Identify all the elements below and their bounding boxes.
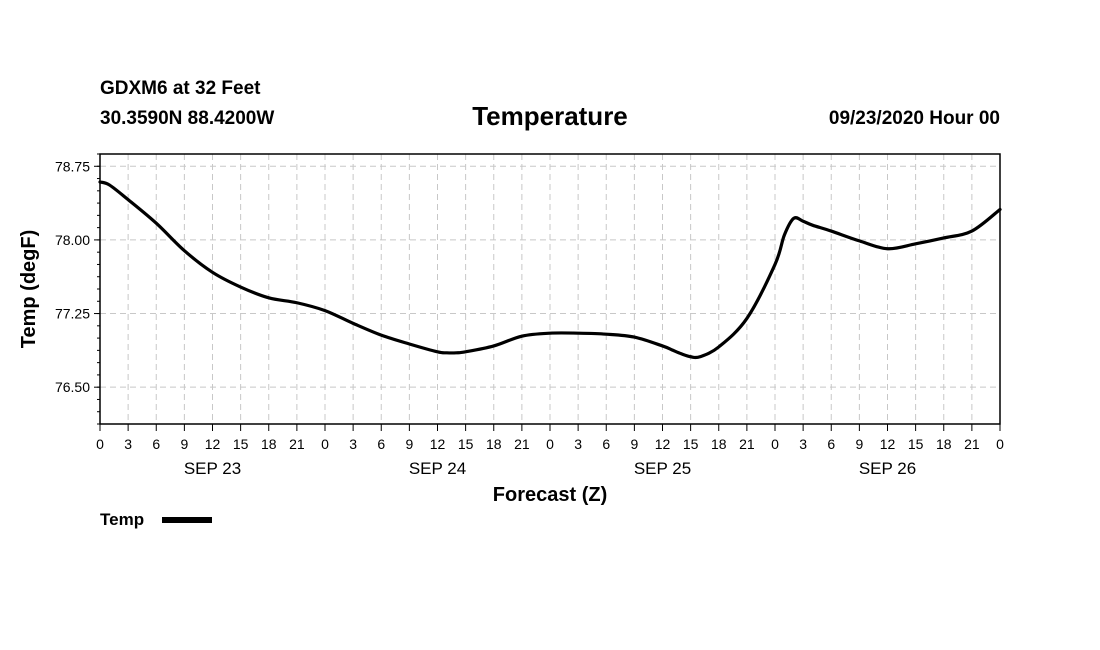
day-label: SEP 23 — [184, 459, 241, 478]
legend-label: Temp — [100, 510, 144, 529]
station-label: GDXM6 at 32 Feet — [100, 78, 261, 99]
x-tick-label: 15 — [458, 436, 474, 452]
x-tick-label: 15 — [683, 436, 699, 452]
x-tick-label: 0 — [771, 436, 779, 452]
x-tick-label: 21 — [289, 436, 305, 452]
datetime-label: 09/23/2020 Hour 00 — [829, 108, 1000, 129]
y-axis-title: Temp (degF) — [18, 230, 40, 349]
y-tick-label: 77.25 — [55, 306, 90, 322]
x-tick-label: 18 — [261, 436, 277, 452]
chart-title: Temperature — [472, 101, 628, 131]
x-tick-label: 21 — [964, 436, 980, 452]
x-tick-label: 9 — [405, 436, 413, 452]
x-tick-label: 6 — [827, 436, 835, 452]
x-tick-label: 15 — [233, 436, 249, 452]
y-tick-label: 78.00 — [55, 232, 90, 248]
x-axis-title: Forecast (Z) — [493, 484, 607, 506]
plot-frame — [99, 153, 1001, 425]
x-tick-label: 9 — [630, 436, 638, 452]
y-tick-label: 76.50 — [55, 379, 90, 395]
x-tick-label: 15 — [908, 436, 924, 452]
x-tick-label: 18 — [936, 436, 952, 452]
x-tick-label: 0 — [96, 436, 104, 452]
x-tick-label: 6 — [152, 436, 160, 452]
x-tick-label: 6 — [602, 436, 610, 452]
x-tick-label: 3 — [574, 436, 582, 452]
x-tick-label: 12 — [430, 436, 446, 452]
day-label: SEP 26 — [859, 459, 916, 478]
x-tick-label: 12 — [880, 436, 896, 452]
x-tick-label: 3 — [349, 436, 357, 452]
x-tick-label: 3 — [799, 436, 807, 452]
x-tick-label: 3 — [124, 436, 132, 452]
x-tick-label: 6 — [377, 436, 385, 452]
x-tick-label: 9 — [180, 436, 188, 452]
x-tick-label: 18 — [711, 436, 727, 452]
x-tick-label: 0 — [996, 436, 1004, 452]
x-tick-label: 9 — [855, 436, 863, 452]
x-tick-label: 0 — [546, 436, 554, 452]
coords-label: 30.3590N 88.4200W — [100, 108, 274, 129]
x-tick-label: 0 — [321, 436, 329, 452]
x-tick-label: 12 — [205, 436, 221, 452]
day-label: SEP 25 — [634, 459, 691, 478]
x-tick-label: 21 — [514, 436, 530, 452]
x-tick-label: 21 — [739, 436, 755, 452]
x-tick-label: 12 — [655, 436, 671, 452]
x-tick-label: 18 — [486, 436, 502, 452]
day-label: SEP 24 — [409, 459, 466, 478]
series-line-temp — [98, 180, 1002, 360]
y-tick-label: 78.75 — [55, 158, 90, 174]
